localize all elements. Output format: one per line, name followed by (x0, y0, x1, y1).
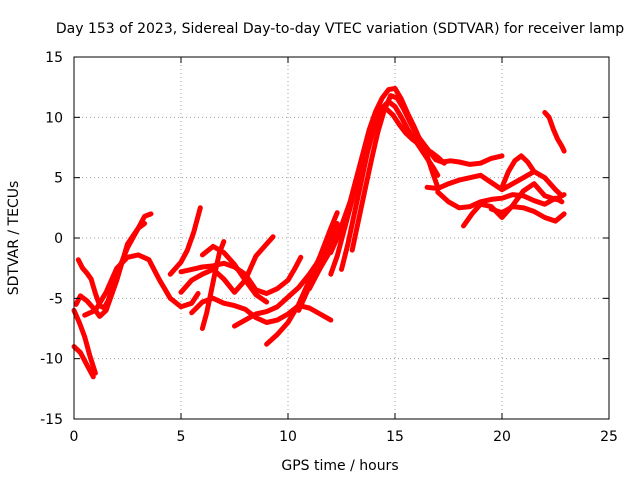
series-trace-sat-y (542, 110, 567, 154)
x-tick-label: 10 (279, 429, 297, 445)
series-trace-sat-a (71, 344, 96, 380)
y-axis-label: SDTVAR / TECUs (6, 181, 22, 296)
series-trace-sat-g (178, 234, 276, 295)
series-trace-sat-h (178, 254, 304, 296)
y-tick-label: 5 (54, 171, 63, 187)
series-trace-sat-u (435, 189, 565, 211)
series-trace-sat-s (349, 93, 505, 253)
series-trace-sat-e (82, 252, 201, 318)
series-trace-sat-k (189, 295, 334, 325)
series-trace-sat-b (71, 307, 98, 376)
axis-ticks: 0 5 10 15 20 25 -15 -10 -5 0 5 10 15 (40, 50, 618, 445)
y-tick-label: -10 (40, 352, 63, 368)
series-trace-sat-j (199, 239, 227, 331)
x-tick-label: 0 (70, 429, 79, 445)
series-trace-sat-f (167, 205, 203, 277)
y-tick-label: 10 (45, 110, 63, 126)
x-tick-label: 15 (386, 429, 404, 445)
x-tick-label: 5 (177, 429, 186, 445)
series-trace-sat-o (306, 221, 340, 292)
series-trace-sat-w (488, 204, 567, 224)
x-axis-label: GPS time / hours (281, 458, 398, 474)
chart-title: Day 153 of 2023, Sidereal Day-to-day VTE… (56, 21, 624, 37)
series-trace-sat-i (199, 243, 270, 305)
series-trace-sat-x (499, 153, 537, 190)
x-tick-label: 20 (493, 429, 511, 445)
x-tick-label: 25 (600, 429, 618, 445)
y-tick-label: -5 (49, 291, 63, 307)
series-trace-sat-d (73, 221, 148, 319)
data-traces (71, 85, 567, 380)
series-trace-sat-t (424, 169, 565, 199)
series-trace-sat-m (264, 210, 340, 347)
y-tick-label: -15 (40, 412, 63, 428)
y-tick-label: 15 (45, 50, 63, 66)
y-tick-label: 0 (54, 231, 63, 247)
